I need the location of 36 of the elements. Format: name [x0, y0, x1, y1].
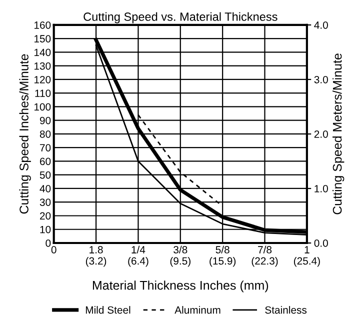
chart-title: Cutting Speed vs. Material Thickness — [84, 12, 278, 24]
y-tick-label: 10 — [40, 226, 51, 234]
y-tick-label: 130 — [34, 62, 51, 70]
x-tick-label: 1 (25.4) — [294, 246, 320, 267]
x-tick-label: 5/8 (15.9) — [210, 246, 236, 267]
y-tick-label: 140 — [34, 48, 51, 56]
legend-label: Stainless — [265, 306, 307, 314]
y-tick-label: 60 — [40, 158, 51, 166]
y-tick-label: 20 — [40, 212, 51, 220]
x-tick-label: 1/4 (6.4) — [128, 246, 148, 267]
y-tick-label: 120 — [34, 76, 51, 84]
y2-axis-title: Cutting Speed Meters/Minute — [332, 54, 344, 214]
y2-tick-label: 4.0 — [314, 21, 328, 29]
y-tick-label: 150 — [34, 35, 51, 42]
legend-label: Mild Steel — [86, 306, 130, 314]
legend-label: Aluminum — [174, 306, 220, 314]
y-tick-label: 40 — [40, 184, 51, 192]
y-tick-label: 50 — [40, 171, 51, 179]
x-tick-label: 0 — [51, 246, 56, 254]
y-tick-label: 70 — [40, 144, 51, 152]
x-axis-title: Material Thickness Inches (mm) — [92, 280, 268, 292]
y-tick-label: 110 — [35, 90, 51, 97]
y-tick-label: 0 — [46, 240, 51, 247]
y-tick-label: 100 — [34, 103, 51, 111]
y2-tick-label: 0.0 — [314, 240, 328, 247]
y-axis-title: Cutting Speed Inches/Minute — [19, 54, 31, 214]
y2-tick-label: 3.0 — [314, 76, 328, 84]
y-tick-label: 30 — [40, 198, 51, 206]
x-tick-label: 3/8 (9.5) — [170, 246, 190, 267]
y-tick-label: 90 — [40, 116, 51, 124]
x-tick-label: 7/8 (22.3) — [252, 246, 278, 267]
y-tick-label: 80 — [40, 130, 51, 138]
x-tick-label: 1.8 (3.2) — [86, 246, 106, 267]
y2-tick-label: 2.0 — [314, 130, 328, 138]
y-tick-label: 160 — [34, 21, 51, 29]
y2-tick-label: 1.0 — [314, 184, 328, 192]
